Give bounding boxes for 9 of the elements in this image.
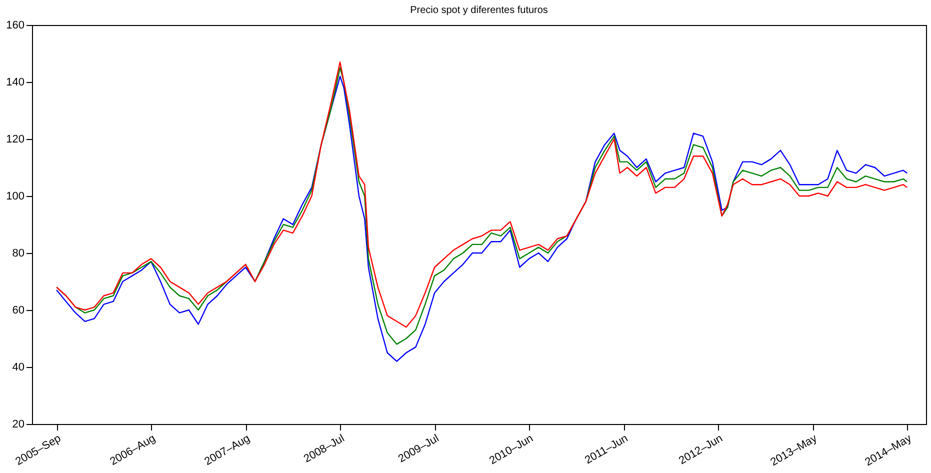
y-tick-label: 80 — [12, 248, 24, 260]
chart-title: Precio spot y diferentes futuros — [410, 5, 548, 16]
y-tick-label: 20 — [12, 418, 24, 430]
y-tick-label: 60 — [12, 304, 24, 316]
y-tick-label: 40 — [12, 362, 24, 374]
y-tick-label: 120 — [6, 134, 24, 146]
y-tick-label: 140 — [6, 76, 24, 88]
y-tick-label: 100 — [6, 190, 24, 202]
y-tick-label: 160 — [6, 20, 24, 32]
